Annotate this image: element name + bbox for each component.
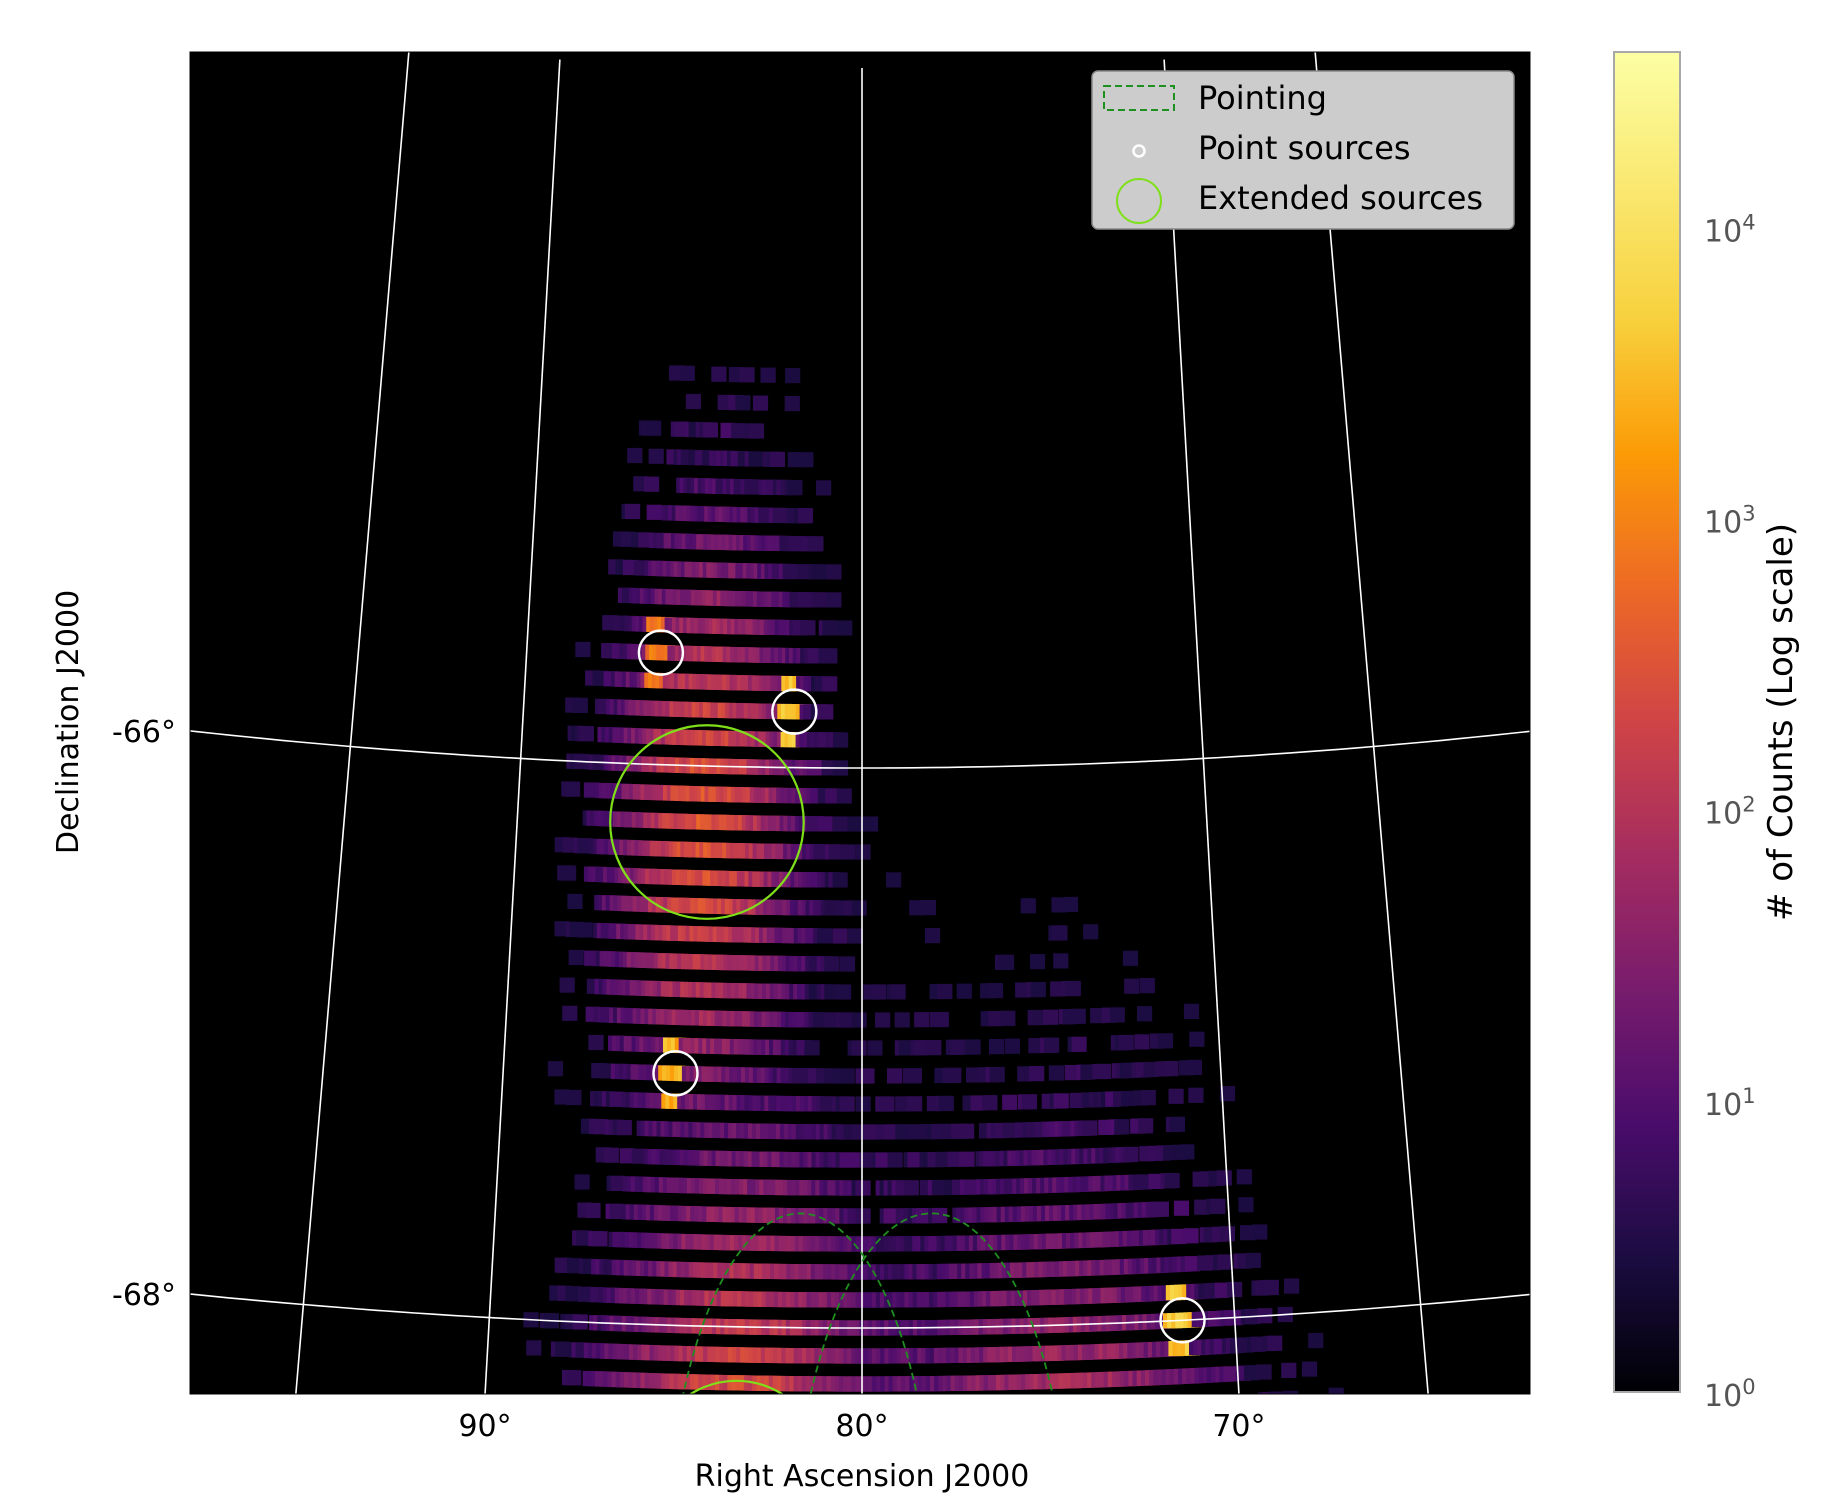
heatmap-pixels bbox=[523, 365, 1344, 1394]
plot-background bbox=[190, 52, 1530, 1394]
